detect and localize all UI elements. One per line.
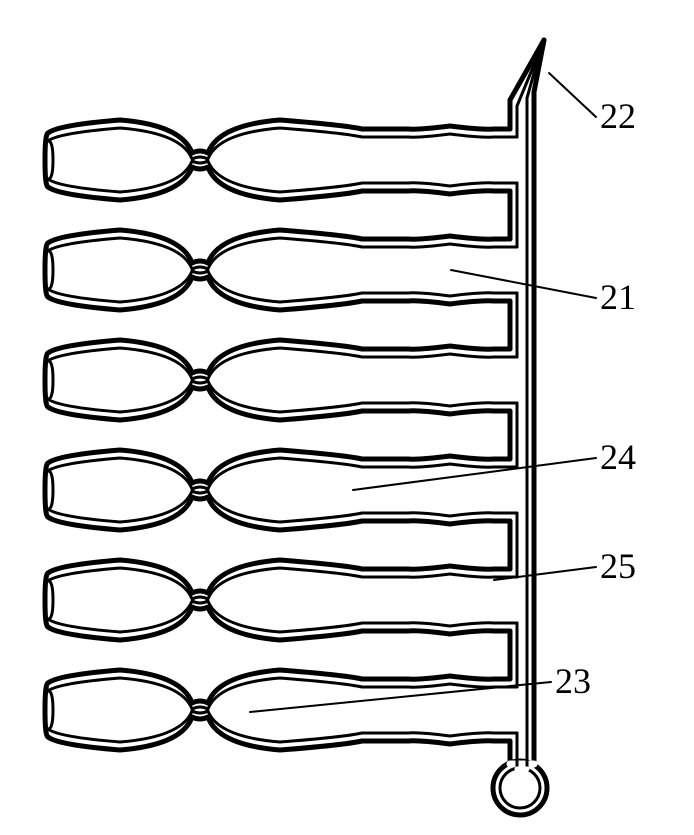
callout-label-23: 23: [555, 660, 591, 702]
callout-label-21: 21: [600, 276, 636, 318]
figure-svg: [0, 0, 694, 835]
callout-label-25: 25: [600, 545, 636, 587]
callout-label-22: 22: [600, 95, 636, 137]
callout-label-24: 24: [600, 436, 636, 478]
